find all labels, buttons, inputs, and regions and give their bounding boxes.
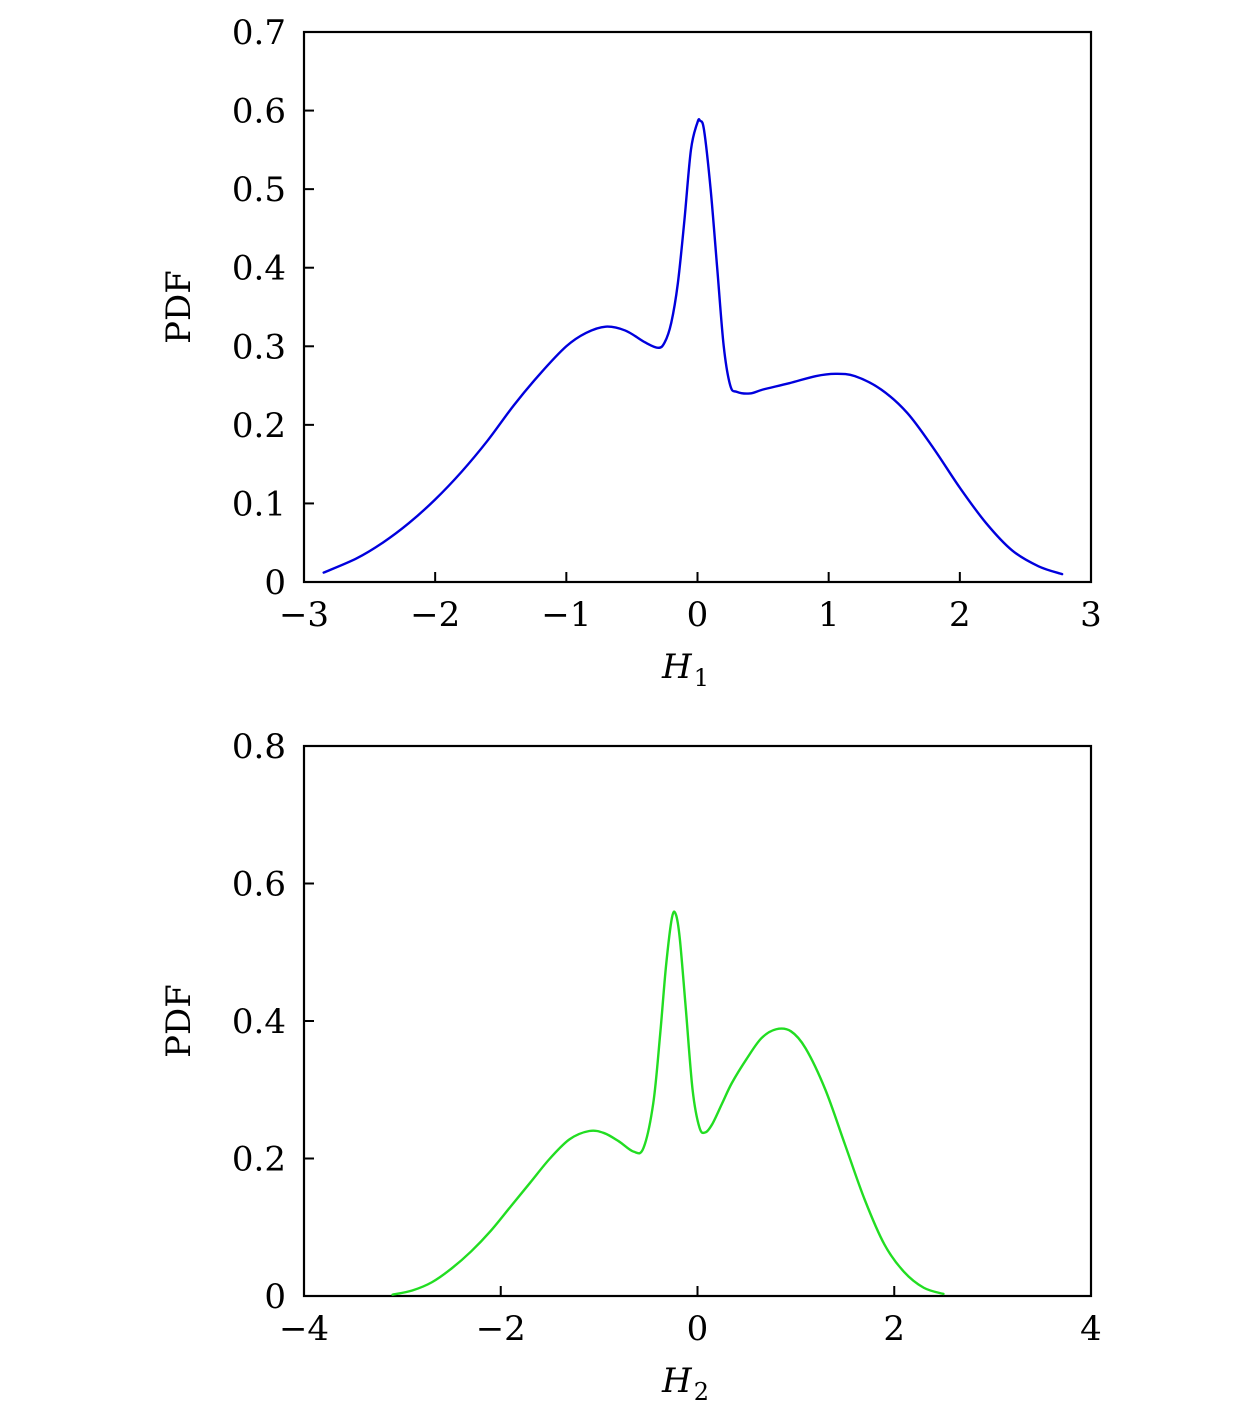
- y-tick-label: 0.8: [232, 727, 286, 767]
- x-axis-title-subscript: 1: [694, 664, 709, 692]
- y-axis-title: PDF: [159, 984, 199, 1058]
- y-tick-label: 0.3: [232, 327, 286, 367]
- x-tick-label: 0: [687, 595, 709, 635]
- x-tick-label: 2: [883, 1309, 905, 1349]
- series-line-1: [322, 118, 1064, 576]
- x-tick-label: 4: [1080, 1309, 1102, 1349]
- y-tick-label: 0.4: [232, 1002, 286, 1042]
- x-tick-label: 2: [949, 595, 971, 635]
- series-line-1: [391, 910, 945, 1296]
- x-tick-label: −2: [476, 1309, 526, 1349]
- x-tick-label: −2: [410, 595, 460, 635]
- y-tick-label: 0.1: [232, 484, 286, 524]
- y-axis-title: PDF: [159, 270, 199, 344]
- x-tick-label: −4: [279, 1309, 329, 1349]
- x-tick-label: −1: [541, 595, 591, 635]
- x-axis-title: H2: [661, 1361, 709, 1406]
- x-tick-label: 0: [687, 1309, 709, 1349]
- x-axis-title-main: H: [661, 1361, 693, 1401]
- x-axis-title: H1: [661, 647, 709, 692]
- plot-frame: [302, 30, 1093, 584]
- x-tick-label: −3: [279, 595, 329, 635]
- y-tick-label: 0.6: [232, 865, 286, 905]
- y-tick-label: 0: [264, 1277, 286, 1317]
- y-tick-label: 0: [264, 563, 286, 603]
- y-tick-label: 0.2: [232, 1140, 286, 1180]
- y-tick-label: 0.6: [232, 92, 286, 132]
- y-tick-label: 0.4: [232, 249, 286, 289]
- x-tick-label: 1: [818, 595, 840, 635]
- x-tick-label: 3: [1080, 595, 1102, 635]
- y-tick-label: 0.7: [232, 13, 286, 53]
- plot-frame: [302, 744, 1093, 1298]
- x-axis-title-main: H: [661, 647, 693, 687]
- y-tick-label: 0.2: [232, 406, 286, 446]
- y-tick-label: 0.5: [232, 170, 286, 210]
- x-axis-title-subscript: 2: [694, 1378, 709, 1406]
